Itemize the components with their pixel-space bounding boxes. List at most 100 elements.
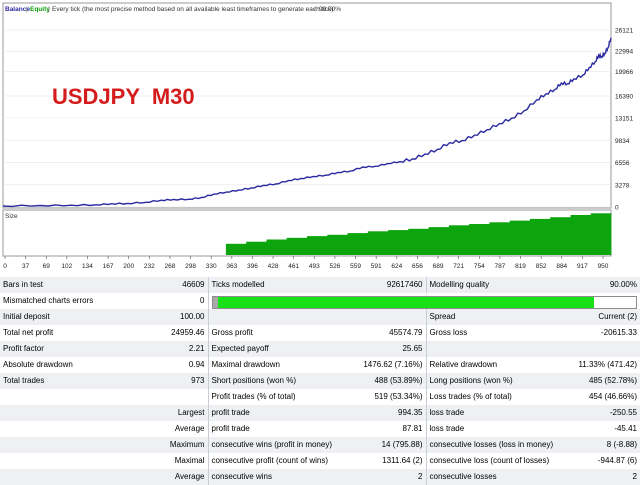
modelling-quality-gray-segment (212, 296, 218, 308)
report-group-label: Largest (98, 405, 208, 421)
report-label: Mismatched charts errors (3, 296, 94, 305)
report-label: loss trade (425, 405, 572, 421)
x-tick-label: 917 (577, 263, 588, 270)
x-tick-label: 689 (433, 263, 444, 270)
size-bar (448, 225, 470, 255)
x-tick-label: 559 (350, 263, 361, 270)
report-value: 0 (200, 296, 205, 305)
legend-separator-1: | (26, 6, 28, 13)
x-tick-label: 526 (330, 263, 341, 270)
x-tick-label: 656 (412, 263, 423, 270)
x-tick-label: 396 (247, 263, 258, 270)
report-label: Total trades (0, 373, 98, 389)
size-bar (347, 233, 369, 255)
size-bar (327, 234, 348, 255)
size-bar (225, 243, 247, 255)
report-value: 14 (795.88) (353, 437, 426, 453)
report-row: Maximal consecutive profit (count of win… (0, 453, 640, 469)
report-value: 994.35 (353, 405, 426, 421)
report-value: 25.65 (353, 341, 426, 357)
report-row: Mismatched charts errors 0 (0, 293, 640, 309)
equity-chart: 26121 22994 19966 16390 13151 9834 6556 3278 0 0… (2, 2, 633, 270)
report-label: consecutive profit (count of wins) (207, 453, 353, 469)
size-bar (489, 222, 511, 255)
report-value: 485 (52.78%) (572, 373, 640, 389)
report-row: Absolute drawdown 0.94 Maximal drawdown … (0, 357, 640, 373)
report-value: 45574.79 (389, 328, 423, 337)
report-value: -45.41 (614, 424, 637, 433)
x-tick-label: 624 (391, 263, 402, 270)
report-value: 454 (46.66%) (588, 392, 637, 401)
modelling-quality-fill (212, 296, 594, 308)
report-label: Expected payoff (207, 341, 353, 357)
size-bar (246, 241, 267, 255)
legend-info: Every tick (the most precise method base… (52, 6, 333, 13)
x-tick-label: 69 (43, 263, 51, 270)
report-value: 0.94 (188, 360, 205, 369)
y-tick-label: 6556 (615, 160, 630, 167)
report-value: Current (2) (572, 309, 640, 325)
x-tick-label: 200 (123, 263, 134, 270)
report-row: Profit factor 2.21 Expected payoff 25.65 (0, 341, 640, 357)
report-label: Loss trades (% of total) (425, 389, 572, 405)
report-label: Initial deposit (0, 309, 98, 325)
report-label: Gross loss (425, 325, 572, 341)
x-tick-label: 461 (288, 263, 299, 270)
symbol-watermark: USDJPY M30 (52, 84, 195, 109)
report-label (0, 453, 98, 469)
report-value: 90.00% (572, 277, 640, 293)
backtest-report: Bars in test 46609 Ticks modelled 926174… (0, 277, 640, 485)
modelling-quality-bar (211, 295, 637, 309)
report-label: consecutive loss (count of losses) (425, 453, 572, 469)
report-label: consecutive losses (425, 469, 572, 485)
x-tick-label: 167 (103, 263, 114, 270)
report-value: 100.00 (98, 309, 208, 325)
modelling-quality-bar-cell (207, 293, 640, 309)
report-label: consecutive wins (profit in money) (207, 437, 353, 453)
size-bar (570, 215, 592, 255)
legend-quality: 90.00% (319, 6, 341, 13)
report-value: 2.21 (98, 341, 208, 357)
report-value: 519 (53.34%) (374, 392, 423, 401)
y-tick-label: 0 (615, 205, 619, 212)
size-bar (266, 239, 288, 255)
size-bar (469, 224, 490, 255)
report-label: profit trade (207, 421, 353, 437)
x-tick-label: 37 (22, 263, 30, 270)
x-tick-label: 819 (515, 263, 526, 270)
legend-balance: Balance (5, 6, 30, 13)
report-value: 488 (53.89%) (353, 373, 426, 389)
legend-separator-2: | (48, 6, 50, 13)
x-tick-label: 102 (61, 263, 72, 270)
y-tick-label: 26121 (615, 28, 633, 35)
size-bar (307, 236, 328, 255)
report-label: Maximal drawdown (207, 357, 353, 373)
x-tick-label: 428 (268, 263, 279, 270)
report-row: Total trades 973 Short positions (won %)… (0, 373, 640, 389)
size-bar (590, 213, 612, 255)
size-bar (367, 231, 389, 255)
report-label (0, 421, 98, 437)
x-tick-label: 950 (598, 263, 609, 270)
size-bar (550, 217, 571, 255)
report-label: consecutive wins (207, 469, 353, 485)
report-value: -20615.33 (600, 328, 637, 337)
report-value: 87.81 (402, 424, 423, 433)
size-bar (388, 230, 409, 255)
chart-gridlines (3, 29, 611, 208)
report-label: Modelling quality (425, 277, 572, 293)
report-value: -944.87 (6) (597, 456, 637, 465)
report-group-label: Average (98, 469, 208, 485)
report-value: 1476.62 (7.16%) (363, 360, 423, 369)
report-value: 2 (572, 469, 640, 485)
report-label: Bars in test (0, 277, 98, 293)
x-tick-label: 0 (3, 263, 7, 270)
report-label: consecutive losses (loss in money) (425, 437, 572, 453)
x-tick-label: 884 (556, 263, 567, 270)
report-value: 973 (98, 373, 208, 389)
report-label (0, 389, 98, 405)
x-tick-label: 232 (144, 263, 155, 270)
legend-separator-3: / (314, 6, 316, 13)
report-value (572, 341, 640, 357)
report-label: Gross profit (207, 325, 353, 341)
